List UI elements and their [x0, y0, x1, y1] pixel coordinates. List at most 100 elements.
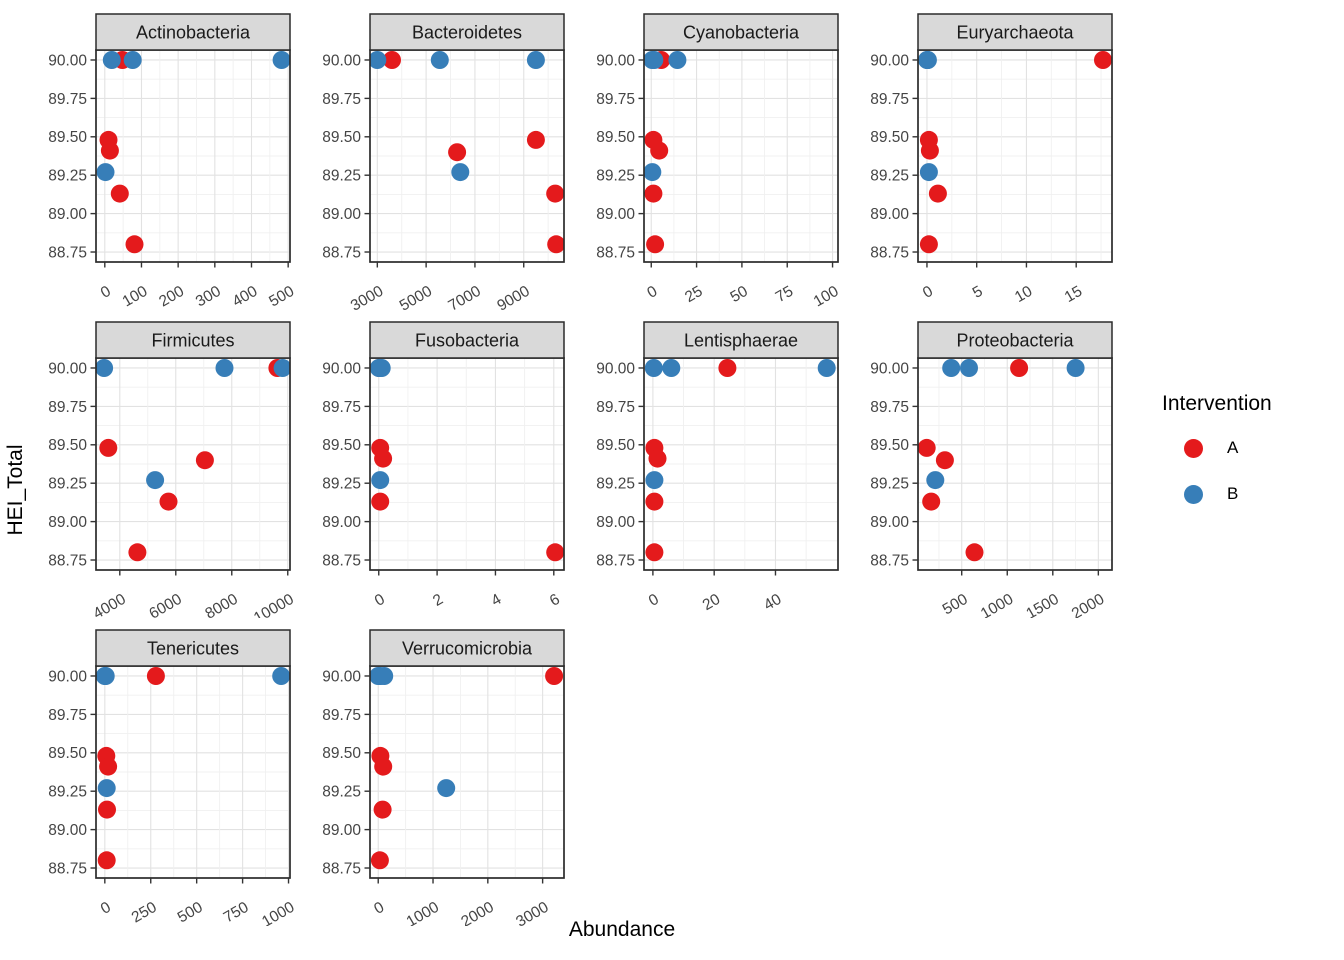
point-B [272, 51, 290, 69]
x-tick-label: 1000 [404, 899, 443, 926]
y-tick-label: 89.75 [48, 399, 87, 416]
y-tick-label: 89.75 [596, 399, 635, 416]
point-B [370, 51, 387, 69]
facet-block-actinobacteria: Actinobacteria 88.75 89.00 89.25 89.50 89.75 9… [28, 10, 302, 310]
point-B [215, 359, 234, 377]
y-tick-label: 89.50 [596, 437, 635, 454]
y-tick-label: 89.75 [48, 707, 87, 724]
point-B [1066, 359, 1085, 377]
x-tick-label: 400 [230, 283, 261, 310]
facet-title: Lentisphaerae [684, 330, 798, 350]
y-tick-label: 89.00 [596, 206, 635, 223]
y-tick-label: 89.00 [596, 514, 635, 531]
facet-strip [643, 321, 839, 359]
facet-block-verrucomicrobia: Verrucomicrobia 88.75 89.00 89.25 89.50 89.75… [302, 626, 576, 931]
x-tick-label: 0 [372, 591, 388, 610]
x-tick-label: 0 [644, 283, 660, 302]
facet-strip [95, 13, 291, 51]
point-A [718, 359, 737, 377]
facet-row: Firmicutes 88.75 89.00 89.25 89.50 89.75 90.00… [28, 318, 1124, 627]
x-tick-label: 7000 [446, 283, 485, 310]
x-tick-label: 1000 [259, 899, 298, 926]
point-B [146, 471, 165, 490]
point-B [123, 51, 142, 69]
y-tick-label: 88.75 [596, 244, 635, 261]
y-tick-label: 89.25 [322, 476, 361, 493]
y-axis-title: HEI_Total [4, 444, 27, 536]
facet-Cyanobacteria: Cyanobacteria 88.75 89.00 89.25 89.50 89.75 90… [596, 13, 842, 310]
point-A [645, 543, 664, 562]
x-tick-label: 250 [129, 899, 160, 926]
legend-label-b: B [1227, 484, 1239, 503]
point-B [451, 163, 470, 182]
x-tick-label: 2 [430, 591, 446, 610]
point-B [273, 359, 290, 377]
y-tick-label: 88.75 [870, 244, 909, 261]
point-B [960, 359, 978, 377]
facet-grid: Actinobacteria 88.75 89.00 89.25 89.50 89.75 9… [28, 10, 1124, 934]
facet-Proteobacteria: Proteobacteria 88.75 89.00 89.25 89.50 89.75 9… [870, 321, 1113, 623]
y-tick-label: 88.75 [48, 244, 87, 261]
y-tick-label: 88.75 [48, 552, 87, 569]
y-tick-label: 89.25 [48, 784, 87, 801]
point-B [96, 359, 114, 377]
facet-Verrucomicrobia: Verrucomicrobia 88.75 89.00 89.25 89.50 89.75… [322, 629, 565, 931]
point-A [128, 543, 147, 562]
point-A [159, 492, 178, 511]
point-A [646, 235, 665, 254]
x-tick-label: 9000 [494, 283, 533, 310]
legend-title: Intervention [1162, 392, 1272, 415]
facet-Fusobacteria: Fusobacteria 88.75 89.00 89.25 89.50 89.75 90.… [322, 321, 565, 610]
y-tick-label: 89.25 [596, 476, 635, 493]
y-tick-label: 89.25 [48, 168, 87, 185]
y-tick-label: 89.75 [596, 91, 635, 108]
point-B [662, 359, 681, 377]
x-tick-label: 0 [98, 283, 114, 302]
y-tick-label: 90.00 [596, 52, 635, 69]
point-B [926, 471, 945, 490]
point-A [918, 438, 936, 457]
x-tick-label: 10 [1012, 283, 1036, 307]
facet-title: Tenericutes [147, 638, 239, 658]
point-A [100, 141, 119, 160]
facet-title: Actinobacteria [136, 22, 251, 42]
facet-block-euryarchaeota: Euryarchaeota 88.75 89.00 89.25 89.50 89.75 90… [850, 10, 1124, 310]
x-tick-label: 2000 [458, 899, 497, 926]
facet-title: Verrucomicrobia [402, 638, 533, 658]
y-tick-label: 89.25 [870, 476, 909, 493]
legend-dot-a-icon [1184, 438, 1203, 458]
legend: Intervention A B [1158, 392, 1272, 530]
y-tick-label: 88.75 [322, 244, 361, 261]
point-B [437, 779, 456, 798]
y-tick-label: 90.00 [48, 360, 87, 377]
facet-strip [369, 629, 565, 667]
y-tick-label: 90.00 [322, 668, 361, 685]
point-A [125, 235, 144, 254]
y-tick-label: 89.00 [322, 206, 361, 223]
point-B [919, 163, 938, 182]
point-A [373, 800, 392, 819]
point-A [99, 438, 118, 457]
point-A [371, 492, 390, 511]
x-tick-label: 1500 [1023, 591, 1062, 618]
point-A [383, 51, 401, 69]
point-A [110, 184, 129, 203]
point-B [526, 51, 545, 69]
point-A [928, 184, 947, 203]
y-tick-label: 90.00 [870, 360, 909, 377]
y-tick-label: 89.50 [596, 129, 635, 146]
y-tick-label: 89.50 [322, 745, 361, 762]
point-B [918, 51, 937, 69]
point-B [645, 51, 664, 69]
x-tick-label: 300 [193, 283, 224, 310]
x-tick-label: 500 [940, 591, 971, 618]
x-tick-label: 8000 [202, 591, 241, 618]
y-tick-label: 89.50 [48, 745, 87, 762]
y-tick-label: 89.25 [870, 168, 909, 185]
facet-strip [643, 13, 839, 51]
x-tick-label: 200 [156, 283, 187, 310]
point-A [99, 757, 118, 776]
facet-title: Fusobacteria [415, 330, 520, 350]
y-tick-label: 90.00 [48, 668, 87, 685]
y-tick-label: 89.00 [322, 822, 361, 839]
